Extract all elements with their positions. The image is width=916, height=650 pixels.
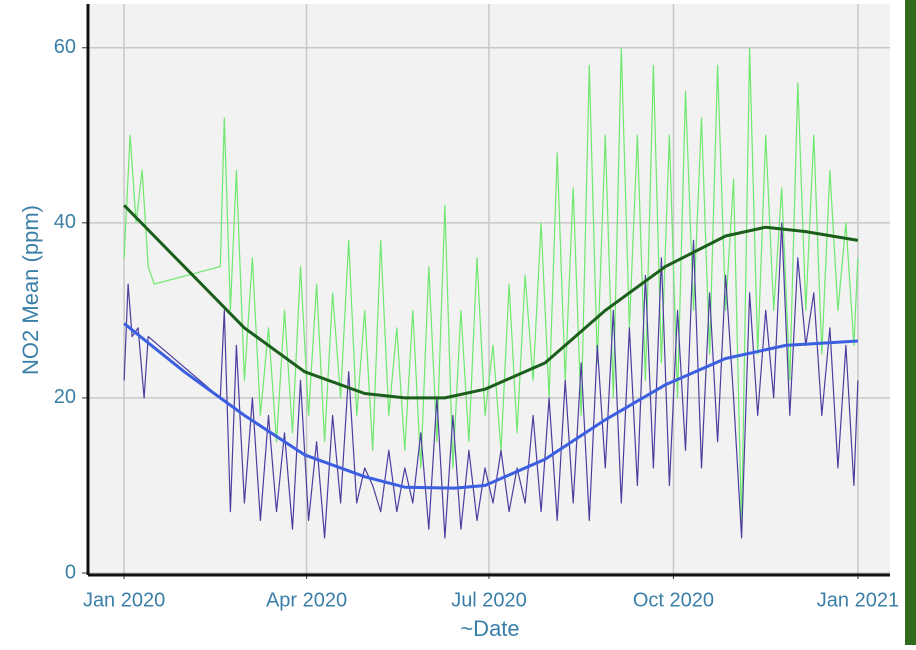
x-tick-label: Jan 2020 bbox=[83, 589, 165, 611]
x-tick-label: Jan 2021 bbox=[817, 589, 899, 611]
series-line bbox=[123, 204, 859, 400]
series-line bbox=[123, 222, 859, 539]
background-strip bbox=[905, 0, 916, 645]
x-tick-label: Jul 2020 bbox=[451, 589, 527, 611]
series-line bbox=[123, 322, 858, 490]
y-tick-label: 0 bbox=[65, 561, 76, 583]
y-tick-label: 40 bbox=[54, 211, 76, 233]
y-tick-label: 60 bbox=[54, 36, 76, 58]
series-line bbox=[123, 47, 859, 530]
x-axis-label: ~Date bbox=[460, 616, 519, 641]
x-tick-label: Apr 2020 bbox=[266, 589, 347, 611]
y-tick-label: 20 bbox=[54, 386, 76, 408]
x-tick-label: Oct 2020 bbox=[633, 589, 714, 611]
y-axis-label: NO2 Mean (ppm) bbox=[18, 205, 43, 375]
